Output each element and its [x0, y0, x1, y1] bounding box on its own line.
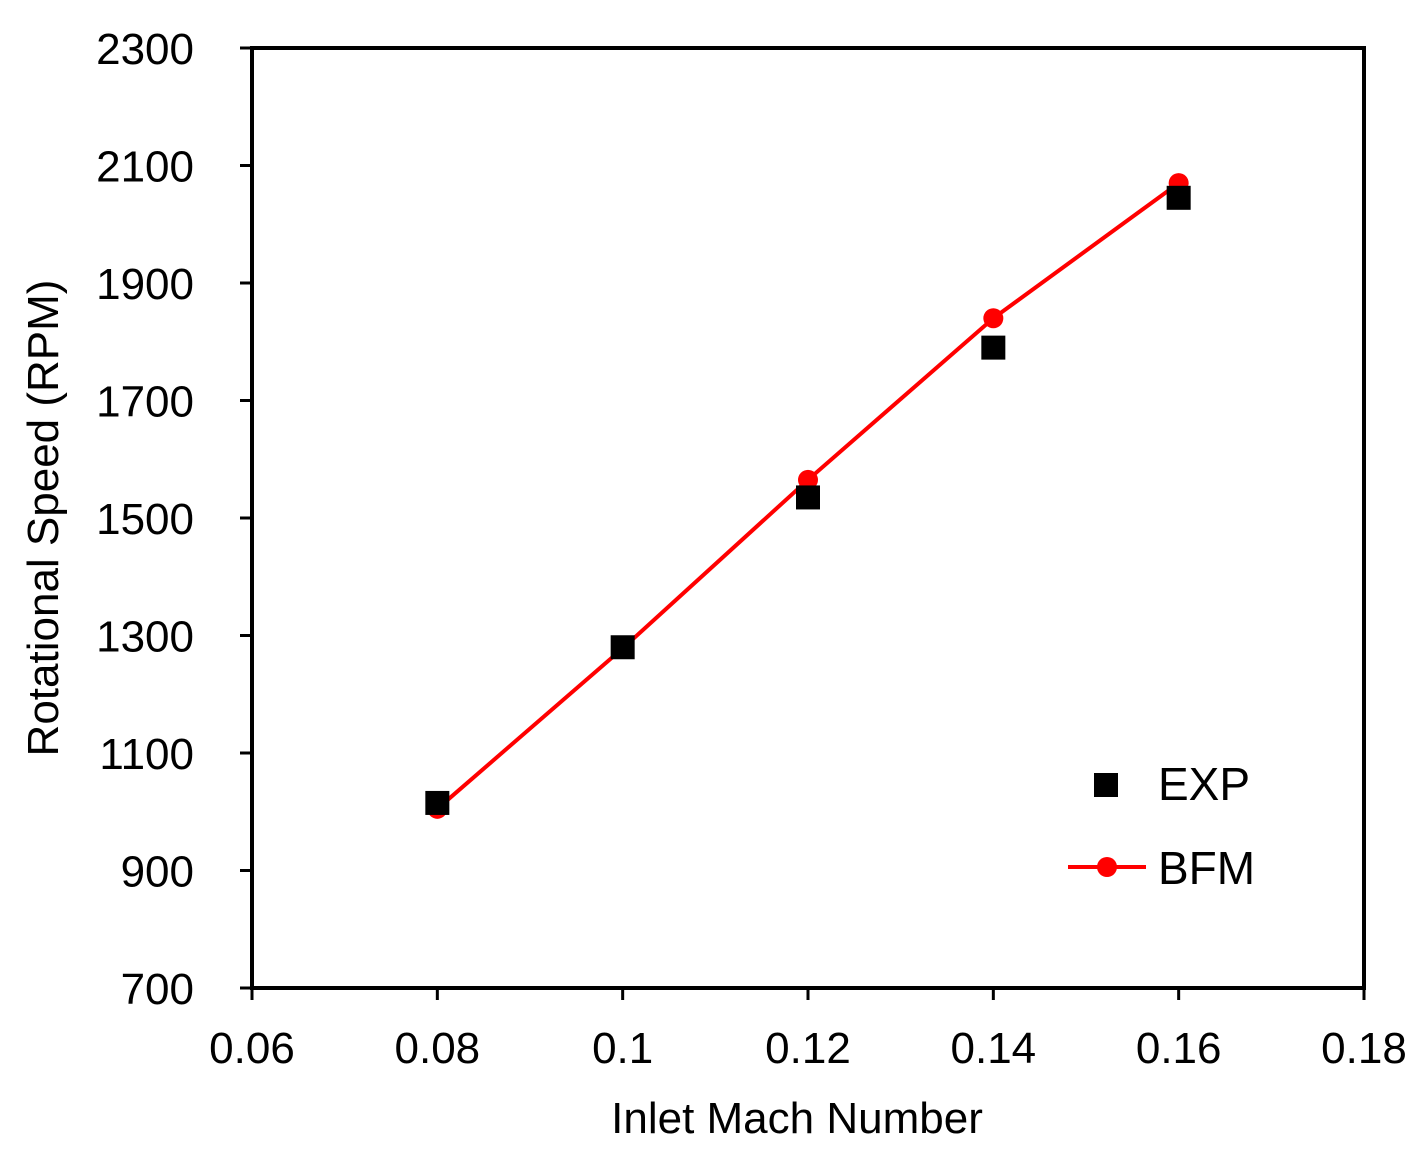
x-tick-label: 0.08 — [395, 1024, 481, 1073]
y-tick-label: 1700 — [96, 378, 194, 427]
x-tick-label: 0.12 — [765, 1024, 851, 1073]
y-tick-label: 1900 — [96, 260, 194, 309]
exp-data-point — [796, 485, 820, 510]
legend-exp-label: EXP — [1158, 758, 1250, 810]
x-tick-label: 0.18 — [1321, 1024, 1407, 1073]
bfm-data-point — [798, 469, 818, 490]
legend-bfm-label: BFM — [1158, 842, 1255, 894]
exp-data-point — [1166, 185, 1191, 210]
exp-data-point — [610, 635, 635, 660]
x-tick-label: 0.16 — [1136, 1024, 1222, 1073]
x-tick-label: 0.06 — [209, 1024, 295, 1073]
x-axis: 0.06 0.08 0.1 0.12 0.14 0.16 0.18 — [209, 988, 1407, 1073]
legend: EXP BFM — [1068, 758, 1255, 894]
y-tick-label: 2100 — [96, 143, 194, 192]
exp-data-point — [425, 790, 450, 815]
bfm-data-point — [983, 308, 1004, 329]
y-tick-label: 1300 — [96, 613, 194, 662]
series-layer — [425, 173, 1191, 819]
x-tick-label: 0.14 — [951, 1024, 1037, 1073]
y-tick-label: 1500 — [96, 495, 194, 544]
y-tick-label: 1100 — [99, 730, 194, 779]
legend-exp-marker — [1094, 773, 1118, 797]
y-tick-label: 2300 — [96, 25, 194, 74]
exp-data-point — [981, 335, 1006, 360]
y-tick-label: 900 — [121, 848, 194, 897]
y-axis: 700 900 1100 1300 1500 1700 1900 2100 2300 — [96, 25, 252, 1014]
y-axis-title: Rotational Speed (RPM) — [19, 280, 68, 757]
y-tick-label: 700 — [121, 965, 194, 1014]
legend-bfm-marker — [1097, 857, 1117, 877]
x-axis-title: Inlet Mach Number — [611, 1094, 983, 1143]
x-tick-label: 0.1 — [592, 1024, 653, 1073]
